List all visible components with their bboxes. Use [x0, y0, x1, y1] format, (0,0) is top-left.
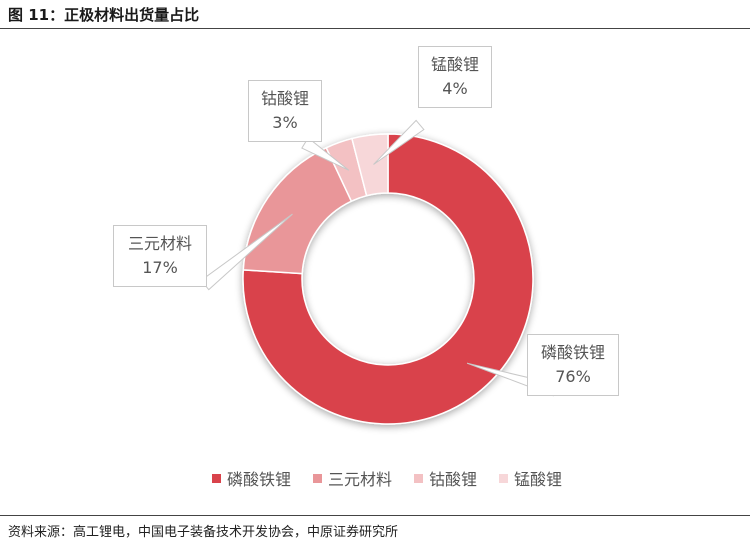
source-note: 资料来源：高工锂电，中国电子装备技术开发协会，中原证券研究所: [8, 525, 399, 540]
callout-锰酸锂: 锰酸锂 4%: [418, 46, 492, 108]
figure-title: 图 11：正极材料出货量占比: [8, 6, 200, 24]
donut-slice-锰酸锂: [351, 133, 389, 197]
callout-category-label: 三元材料: [127, 234, 192, 253]
legend-label: 三元材料: [328, 470, 393, 489]
top-divider: [0, 28, 750, 29]
bottom-divider: [0, 515, 750, 516]
callout-category-label: 锰酸锂: [430, 55, 479, 74]
callout-category-label: 钴酸锂: [260, 89, 309, 108]
callout-磷酸铁锂: 磷酸铁锂 76%: [527, 334, 619, 396]
callout-category-label: 磷酸铁锂: [540, 343, 605, 362]
legend-swatch: [499, 473, 509, 483]
donut-slice-磷酸铁锂: [242, 133, 534, 425]
legend-swatch: [212, 473, 221, 483]
legend-item: 钴酸锂: [414, 466, 477, 490]
legend-label: 锰酸锂: [514, 470, 563, 489]
callout-value-label: 4%: [442, 79, 468, 98]
legend-swatch: [414, 473, 424, 483]
legend-item: 三元材料: [313, 466, 392, 490]
callout-pointer-钴酸锂: [301, 137, 350, 171]
callout-value-label: 3%: [272, 113, 298, 132]
legend-item: 锰酸锂: [499, 466, 562, 490]
callout-三元材料: 三元材料 17%: [113, 225, 207, 287]
legend-label: 钴酸锂: [429, 470, 478, 489]
callout-钴酸锂: 钴酸锂 3%: [248, 80, 322, 142]
donut-chart: [200, 119, 558, 425]
legend-item: 磷酸铁锂: [212, 466, 291, 490]
legend-label: 磷酸铁锂: [227, 470, 292, 489]
legend-swatch: [313, 473, 323, 483]
callout-pointer-锰酸锂: [373, 119, 425, 165]
chart-legend: 磷酸铁锂 三元材料 钴酸锂 锰酸锂: [212, 466, 562, 490]
callout-value-label: 17%: [142, 258, 178, 277]
callout-value-label: 76%: [555, 367, 591, 386]
